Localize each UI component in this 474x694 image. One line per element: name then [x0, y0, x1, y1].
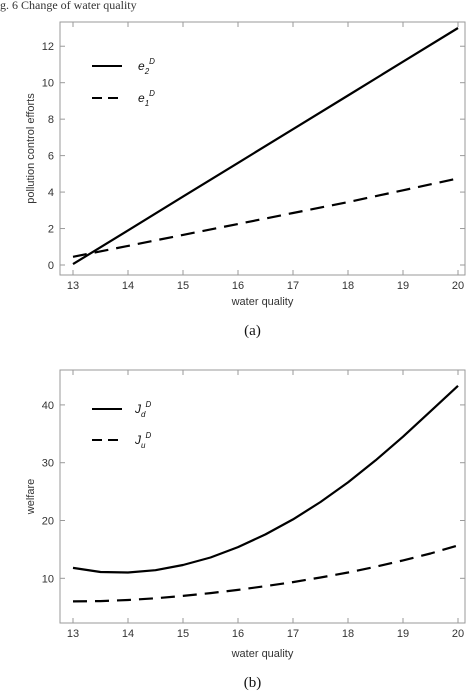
- y-tick-label: 0: [48, 260, 54, 272]
- x-tick-label: 16: [232, 280, 244, 292]
- x-axis-label: water quality: [231, 648, 294, 660]
- x-tick-label: 16: [232, 628, 244, 640]
- y-tick-label: 30: [42, 458, 54, 470]
- y-tick-label: 8: [48, 114, 54, 126]
- series-line-Ju: [72, 544, 459, 603]
- y-tick-label: 20: [42, 516, 54, 528]
- y-axis-label: welfare: [25, 479, 37, 515]
- x-tick-label: 15: [177, 280, 189, 292]
- series-line-Jd: [72, 384, 459, 574]
- x-tick-label: 18: [342, 280, 354, 292]
- legend-label-Ju: JuD: [134, 431, 151, 450]
- panel-caption: (a): [244, 323, 261, 339]
- legend-label-e1: e1D: [138, 89, 155, 108]
- plot-frame: [59, 369, 466, 624]
- legend-label-e2: e2D: [138, 57, 155, 76]
- x-tick-label: 14: [122, 628, 134, 640]
- y-tick-label: 6: [48, 151, 54, 163]
- series-line-e2: [72, 27, 459, 266]
- y-tick-label: 4: [48, 187, 54, 199]
- chart-panel-b: 13 14 15 16 17 18 19 20 10 20 30 40 water quality wel…: [25, 369, 466, 691]
- x-tick-label: 19: [397, 628, 409, 640]
- x-tick-label: 13: [67, 280, 79, 292]
- x-tick-label: 18: [342, 628, 354, 640]
- series-line-e1: [72, 177, 459, 258]
- x-axis-label: water quality: [231, 296, 294, 308]
- y-tick-label: 10: [42, 78, 54, 90]
- x-tick-label: 19: [397, 280, 409, 292]
- x-tick-label: 20: [452, 628, 464, 640]
- y-axis-label: pollution control efforts: [25, 93, 37, 204]
- figure-caption-fragment: g. 6 Change of water quality: [0, 0, 137, 12]
- y-tick-label: 2: [48, 224, 54, 236]
- x-tick-label: 13: [67, 628, 79, 640]
- x-tick-label: 20: [452, 280, 464, 292]
- x-tick-label: 17: [287, 628, 299, 640]
- x-tick-label: 17: [287, 280, 299, 292]
- x-tick-label: 15: [177, 628, 189, 640]
- legend-label-Jd: JdD: [134, 400, 151, 419]
- y-tick-label: 40: [42, 400, 54, 412]
- plot-frame: [59, 21, 466, 276]
- x-tick-label: 14: [122, 280, 134, 292]
- y-tick-label: 10: [42, 573, 54, 585]
- panel-caption: (b): [244, 675, 262, 691]
- chart-panel-a: 13 14 15 16 17 18 19 20 0 2 4 6 8 10 12 water quality po…: [25, 21, 466, 339]
- y-tick-label: 12: [42, 41, 54, 53]
